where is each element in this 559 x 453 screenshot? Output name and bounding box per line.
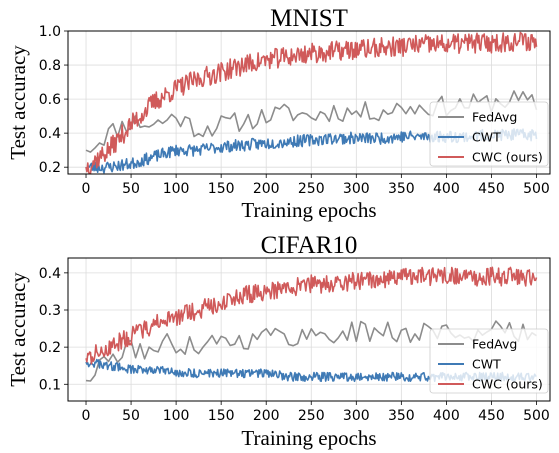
- x-tick-label: 0: [82, 408, 91, 424]
- x-tick-label: 100: [163, 408, 190, 424]
- x-tick-label: 400: [433, 181, 460, 197]
- y-tick-label: 0.4: [39, 126, 61, 142]
- x-tick-label: 200: [253, 181, 280, 197]
- x-tick-label: 50: [122, 408, 140, 424]
- x-tick-label: 150: [208, 181, 235, 197]
- legend-label-2: CWC (ours): [472, 150, 543, 165]
- y-axis-label: Test accuracy: [6, 272, 30, 387]
- x-tick-label: 500: [523, 408, 550, 424]
- legend-label-2: CWC (ours): [472, 377, 543, 392]
- x-tick-label: 400: [433, 408, 460, 424]
- y-tick-label: 0.6: [39, 92, 61, 108]
- y-tick-label: 0.2: [39, 340, 61, 356]
- x-tick-label: 450: [478, 181, 505, 197]
- y-tick-label: 0.1: [39, 377, 61, 393]
- plot-frame: [67, 30, 551, 175]
- chart-panel-0: MNIST 0 50 100 150 200 250 300 350 400 450 500 0.2 0.…: [6, 5, 551, 222]
- chart-title: MNIST: [270, 5, 348, 32]
- x-tick-label: 100: [163, 181, 190, 197]
- x-tick-label: 350: [388, 408, 415, 424]
- chart-panel-1: CIFAR10 0 50 100 150 200 250 300 350 400 450 500 0.1…: [6, 232, 551, 450]
- legend: FedAvg CWT CWC (ours): [429, 328, 549, 394]
- legend-label-1: CWT: [472, 357, 501, 372]
- y-axis-label: Test accuracy: [6, 45, 30, 160]
- x-tick-label: 0: [82, 181, 91, 197]
- x-tick-label: 50: [122, 181, 140, 197]
- x-tick-label: 250: [298, 181, 325, 197]
- x-tick-label: 150: [208, 408, 235, 424]
- series-line-2: [85, 266, 538, 365]
- y-tick-label: 0.2: [39, 160, 61, 176]
- legend-label-0: FedAvg: [472, 110, 517, 125]
- legend: FedAvg CWT CWC (ours): [429, 101, 549, 167]
- series-line-2: [85, 31, 538, 174]
- legend-label-0: FedAvg: [472, 337, 517, 352]
- legend-label-1: CWT: [472, 130, 501, 145]
- chart-title: CIFAR10: [261, 232, 358, 259]
- y-tick-label: 0.8: [39, 58, 61, 74]
- x-axis-label: Training epochs: [241, 198, 376, 222]
- x-tick-label: 300: [343, 181, 370, 197]
- x-tick-label: 250: [298, 408, 325, 424]
- y-tick-label: 1.0: [39, 24, 61, 40]
- y-tick-label: 0.4: [39, 266, 61, 282]
- plot-frame: [67, 257, 551, 402]
- x-tick-label: 300: [343, 408, 370, 424]
- x-tick-label: 200: [253, 408, 280, 424]
- x-tick-label: 500: [523, 181, 550, 197]
- x-tick-label: 350: [388, 181, 415, 197]
- x-tick-label: 450: [478, 408, 505, 424]
- x-axis-label: Training epochs: [241, 426, 376, 450]
- y-tick-label: 0.3: [39, 303, 61, 319]
